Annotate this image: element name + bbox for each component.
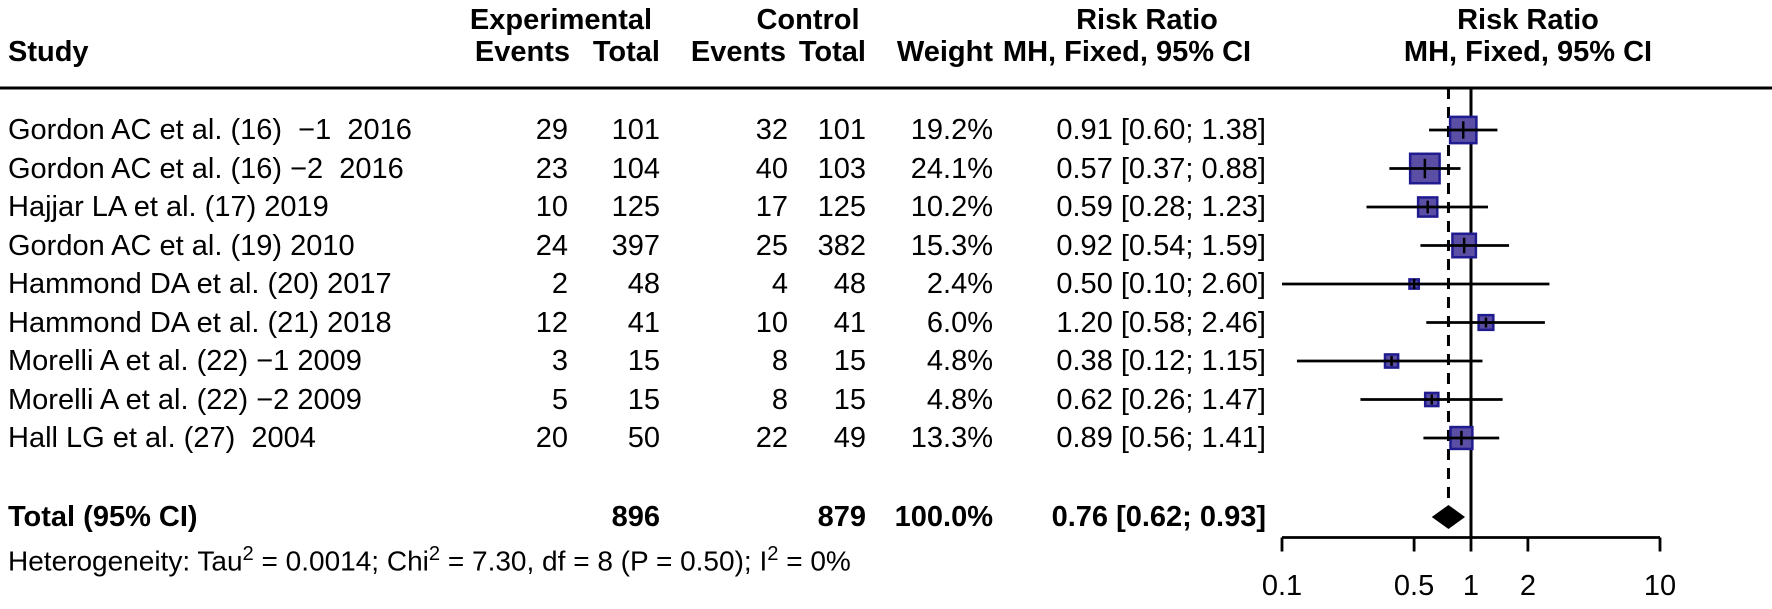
weight-value: 2.4% — [926, 268, 993, 300]
weight-value: 4.8% — [926, 345, 993, 377]
events-experimental: 3 — [551, 345, 568, 377]
weight-value: 6.0% — [926, 306, 993, 339]
risk-ratio-text: 0.57 [0.37; 0.88] — [1056, 152, 1266, 185]
risk-ratio-text: 1.20 [0.58; 2.46] — [1056, 306, 1266, 339]
risk-ratio-text: 0.91 [0.60; 1.38] — [1056, 114, 1266, 146]
total-experimental: 101 — [611, 114, 660, 146]
col-weight: Weight — [896, 36, 993, 68]
risk-ratio-text: 0.50 [0.10; 2.60] — [1056, 268, 1266, 300]
plot-risk-ratio-title: Risk Ratio — [1457, 4, 1599, 36]
events-experimental: 5 — [551, 383, 568, 416]
col-total-exp: Total — [592, 36, 660, 68]
events-experimental: 12 — [535, 306, 568, 339]
col-events-ctl: Events — [690, 36, 786, 68]
events-control: 8 — [771, 345, 788, 377]
total-experimental: 41 — [627, 306, 660, 339]
heterogeneity-note: Heterogeneity: Tau2 = 0.0014; Chi2 = 7.3… — [8, 543, 851, 577]
weight-value: 10.2% — [910, 191, 993, 223]
col-total-ctl: Total — [798, 36, 866, 68]
risk-ratio-text: 0.38 [0.12; 1.15] — [1056, 345, 1266, 377]
total-exp-sum: 896 — [611, 501, 660, 533]
col-group-control: Control — [756, 4, 860, 36]
total-weight: 100.0% — [894, 501, 993, 533]
total-experimental: 48 — [627, 268, 660, 300]
events-control: 4 — [771, 268, 788, 300]
total-risk-ratio-text: 0.76 [0.62; 0.93] — [1051, 501, 1266, 533]
events-experimental: 24 — [535, 229, 568, 262]
axis-tick-label: 0.1 — [1261, 570, 1303, 602]
total-label: Total (95% CI) — [8, 501, 198, 533]
risk-ratio-text: 0.59 [0.28; 1.23] — [1056, 191, 1266, 223]
events-control: 40 — [755, 152, 788, 185]
axis-tick-label: 2 — [1519, 570, 1536, 602]
total-control: 48 — [833, 268, 866, 300]
events-experimental: 23 — [535, 152, 568, 185]
col-method: MH, Fixed, 95% CI — [1002, 36, 1252, 68]
total-experimental: 15 — [627, 345, 660, 377]
study-name: Gordon AC et al. (16) −1 2016 — [8, 114, 412, 146]
total-control: 15 — [833, 383, 866, 416]
axis-tick-label: 1 — [1462, 570, 1480, 602]
pooled-diamond — [1431, 505, 1466, 529]
plot-method: MH, Fixed, 95% CI — [1403, 36, 1653, 68]
total-control: 101 — [817, 114, 866, 146]
total-control: 49 — [833, 422, 866, 454]
total-experimental: 125 — [611, 191, 660, 223]
study-name: Gordon AC et al. (16) −2 2016 — [8, 152, 404, 185]
col-risk-ratio-title: Risk Ratio — [1076, 4, 1218, 36]
study-name: Hammond DA et al. (20) 2017 — [8, 268, 392, 300]
total-experimental: 50 — [627, 422, 660, 454]
study-name: Gordon AC et al. (19) 2010 — [8, 229, 355, 262]
events-control: 10 — [755, 306, 788, 339]
study-name: Hall LG et al. (27) 2004 — [8, 422, 316, 454]
axis-tick-label: 10 — [1643, 570, 1677, 602]
risk-ratio-text: 0.62 [0.26; 1.47] — [1056, 383, 1266, 416]
weight-value: 15.3% — [910, 229, 993, 262]
total-experimental: 104 — [611, 152, 660, 185]
col-group-experimental: Experimental — [469, 4, 653, 36]
weight-value: 4.8% — [926, 383, 993, 416]
col-study: Study — [8, 36, 89, 68]
total-experimental: 15 — [627, 383, 660, 416]
events-control: 8 — [771, 383, 788, 416]
study-name: Hajjar LA et al. (17) 2019 — [8, 191, 329, 223]
study-name: Hammond DA et al. (21) 2018 — [8, 306, 392, 339]
study-name: Morelli A et al. (22) −2 2009 — [8, 383, 362, 416]
events-control: 25 — [755, 229, 788, 262]
events-experimental: 29 — [535, 114, 568, 146]
weight-value: 24.1% — [910, 152, 993, 185]
events-experimental: 10 — [535, 191, 568, 223]
risk-ratio-text: 0.92 [0.54; 1.59] — [1056, 229, 1266, 262]
events-experimental: 2 — [551, 268, 568, 300]
weight-value: 13.3% — [910, 422, 993, 454]
total-control: 103 — [817, 152, 866, 185]
events-control: 17 — [755, 191, 788, 223]
total-control: 382 — [817, 229, 866, 262]
col-events-exp: Events — [474, 36, 570, 68]
study-name: Morelli A et al. (22) −1 2009 — [8, 345, 362, 377]
events-control: 22 — [755, 422, 788, 454]
total-ctl-sum: 879 — [817, 501, 866, 533]
total-control: 41 — [833, 306, 866, 339]
events-control: 32 — [755, 114, 788, 146]
total-control: 15 — [833, 345, 866, 377]
axis-tick-label: 0.5 — [1393, 570, 1435, 602]
weight-value: 19.2% — [910, 114, 993, 146]
total-experimental: 397 — [611, 229, 660, 262]
events-experimental: 20 — [535, 422, 568, 454]
total-control: 125 — [817, 191, 866, 223]
risk-ratio-text: 0.89 [0.56; 1.41] — [1056, 422, 1266, 454]
